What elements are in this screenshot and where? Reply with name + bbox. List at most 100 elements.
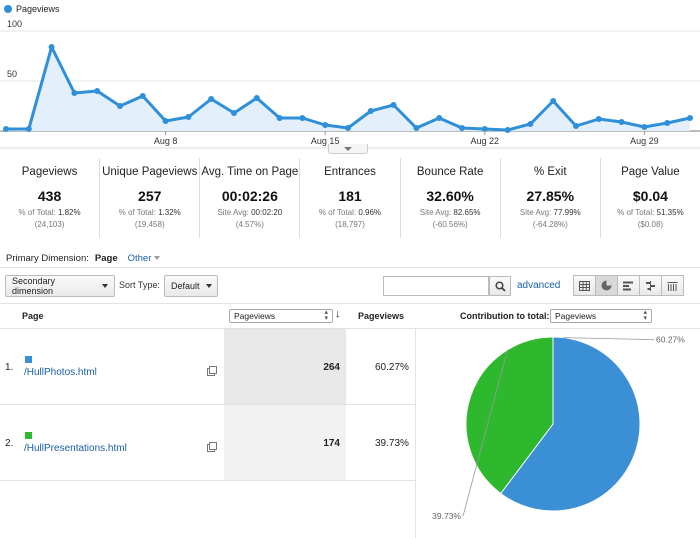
data-point[interactable] xyxy=(208,96,215,102)
data-table-view-button[interactable] xyxy=(573,275,596,296)
data-point[interactable] xyxy=(367,108,374,114)
pageviews-metric-select[interactable]: Pageviews ▴ ▾ xyxy=(229,309,333,323)
row-color-swatch xyxy=(25,432,32,439)
data-point[interactable] xyxy=(436,115,443,121)
data-point[interactable] xyxy=(504,127,511,133)
data-point[interactable] xyxy=(527,121,534,127)
metric-exit: % Exit 27.85% Site Avg: 77.99% (-64.28%) xyxy=(501,158,601,238)
table-header: Page Pageviews ▴ ▾ ↓ Pageviews Contributio… xyxy=(0,303,700,329)
pageviews-line-chart: Pageviews 100 50 Aug 8 Aug 15 Aug 22 Aug 29 xyxy=(0,0,700,154)
pie-chart-icon xyxy=(601,280,612,291)
metric-bounce-rate: Bounce Rate 32.60% Site Avg: 82.65% (-60… xyxy=(401,158,501,238)
data-point[interactable] xyxy=(276,115,283,121)
page-link[interactable]: /HullPresentations.html xyxy=(24,443,127,454)
pageviews-value: 264 xyxy=(323,362,340,373)
data-point[interactable] xyxy=(618,119,625,125)
select-arrows-icon: ▴ ▾ xyxy=(324,309,328,322)
data-point[interactable] xyxy=(459,125,465,131)
data-point[interactable] xyxy=(573,123,579,129)
metric-label: Bounce Rate xyxy=(416,166,484,178)
metric-sub: % of Total: 0.96% xyxy=(318,208,382,217)
data-point[interactable] xyxy=(253,95,260,101)
metric-value: $0.04 xyxy=(632,188,668,204)
data-point[interactable] xyxy=(390,102,397,108)
page-link[interactable]: /HullPhotos.html xyxy=(24,367,97,378)
data-point[interactable] xyxy=(71,90,78,96)
pageviews-cell: 174 xyxy=(224,405,346,480)
secondary-dimension-dropdown[interactable]: Secondary dimension xyxy=(5,275,115,297)
pie-label-leader xyxy=(563,337,655,341)
metric-label: Pageviews xyxy=(21,166,78,178)
pivot-view-button[interactable] xyxy=(661,275,684,296)
pie-slice[interactable] xyxy=(465,336,554,495)
metric-total: (19,458) xyxy=(134,220,165,229)
data-point[interactable] xyxy=(687,115,693,121)
col-header-pageviews[interactable]: Pageviews xyxy=(358,311,405,321)
data-point[interactable] xyxy=(322,122,329,128)
sort-descending-icon[interactable]: ↓ xyxy=(335,308,341,320)
data-point[interactable] xyxy=(94,88,101,94)
comparison-icon xyxy=(646,280,655,291)
chevron-down-icon xyxy=(102,284,108,288)
data-point[interactable] xyxy=(162,118,169,124)
search-icon xyxy=(494,280,506,292)
data-point[interactable] xyxy=(595,116,602,122)
data-point[interactable] xyxy=(413,125,420,131)
dimension-page-tab[interactable]: Page xyxy=(94,253,118,264)
legend-label: Pageviews xyxy=(16,4,60,14)
metric-page-value: Page Value $0.04 % of Total: 51.35% ($0.… xyxy=(601,158,700,238)
x-tick-label: Aug 29 xyxy=(630,136,659,146)
chart-legend: Pageviews xyxy=(4,4,60,14)
external-link-icon[interactable] xyxy=(207,442,217,452)
metric-value: 181 xyxy=(338,188,362,204)
metric-entrances: Entrances 181 % of Total: 0.96% (18,797) xyxy=(300,158,401,238)
metric-pageviews: Pageviews 438 % of Total: 1.82% (24,103) xyxy=(0,158,101,238)
pie-slice[interactable] xyxy=(499,336,641,512)
performance-view-button[interactable] xyxy=(617,275,640,296)
percent-value: 39.73% xyxy=(375,438,409,449)
data-point[interactable] xyxy=(664,120,671,126)
chevron-down-icon xyxy=(154,256,161,261)
sort-type-dropdown[interactable]: Default xyxy=(164,275,218,297)
external-link-icon[interactable] xyxy=(207,366,217,376)
metric-value: 257 xyxy=(138,188,162,204)
data-point[interactable] xyxy=(185,114,192,120)
data-point[interactable] xyxy=(345,125,351,131)
row-color-swatch xyxy=(25,356,32,363)
contribution-metric-select[interactable]: Pageviews ▴ ▾ xyxy=(550,309,652,323)
pie-slice-label: 60.27% xyxy=(656,335,685,345)
col-header-page[interactable]: Page xyxy=(22,311,44,321)
primary-dimension-bar: Primary Dimension: Page Other xyxy=(6,253,161,264)
bar-chart-icon xyxy=(623,281,633,290)
data-point[interactable] xyxy=(117,103,123,109)
comparison-view-button[interactable] xyxy=(639,275,662,296)
metrics-summary-row: Pageviews 438 % of Total: 1.82% (24,103)… xyxy=(0,158,700,238)
metric-sub: Site Avg: 00:02:20 xyxy=(217,208,283,217)
metric-label: Unique Pageviews xyxy=(102,166,198,178)
metric-value: 00:02:26 xyxy=(221,188,278,204)
data-point[interactable] xyxy=(3,126,9,132)
series-area xyxy=(6,47,690,131)
table-search-input[interactable] xyxy=(383,276,489,296)
dimension-other-dropdown[interactable]: Other xyxy=(128,253,161,264)
pivot-icon xyxy=(667,281,678,291)
data-point[interactable] xyxy=(550,98,557,104)
advanced-filter-link[interactable]: advanced xyxy=(517,280,561,291)
data-point[interactable] xyxy=(25,126,32,132)
col-header-contribution: Contribution to total: xyxy=(460,311,550,321)
x-tick-label: Aug 22 xyxy=(471,136,500,146)
data-point[interactable] xyxy=(641,124,648,130)
grid-icon xyxy=(579,280,590,291)
pie-view-button[interactable] xyxy=(595,275,618,296)
metric-sub: Site Avg: 77.99% xyxy=(519,208,581,217)
data-point[interactable] xyxy=(299,115,306,121)
chart-resize-handle[interactable] xyxy=(328,144,368,154)
view-toggle-group xyxy=(573,275,684,296)
search-button[interactable] xyxy=(489,276,511,296)
data-point[interactable] xyxy=(48,44,55,50)
data-point[interactable] xyxy=(481,126,488,132)
legend-dot-icon xyxy=(4,5,12,13)
pie-label-leader xyxy=(462,349,508,517)
data-point[interactable] xyxy=(139,93,146,99)
data-point[interactable] xyxy=(231,110,237,116)
